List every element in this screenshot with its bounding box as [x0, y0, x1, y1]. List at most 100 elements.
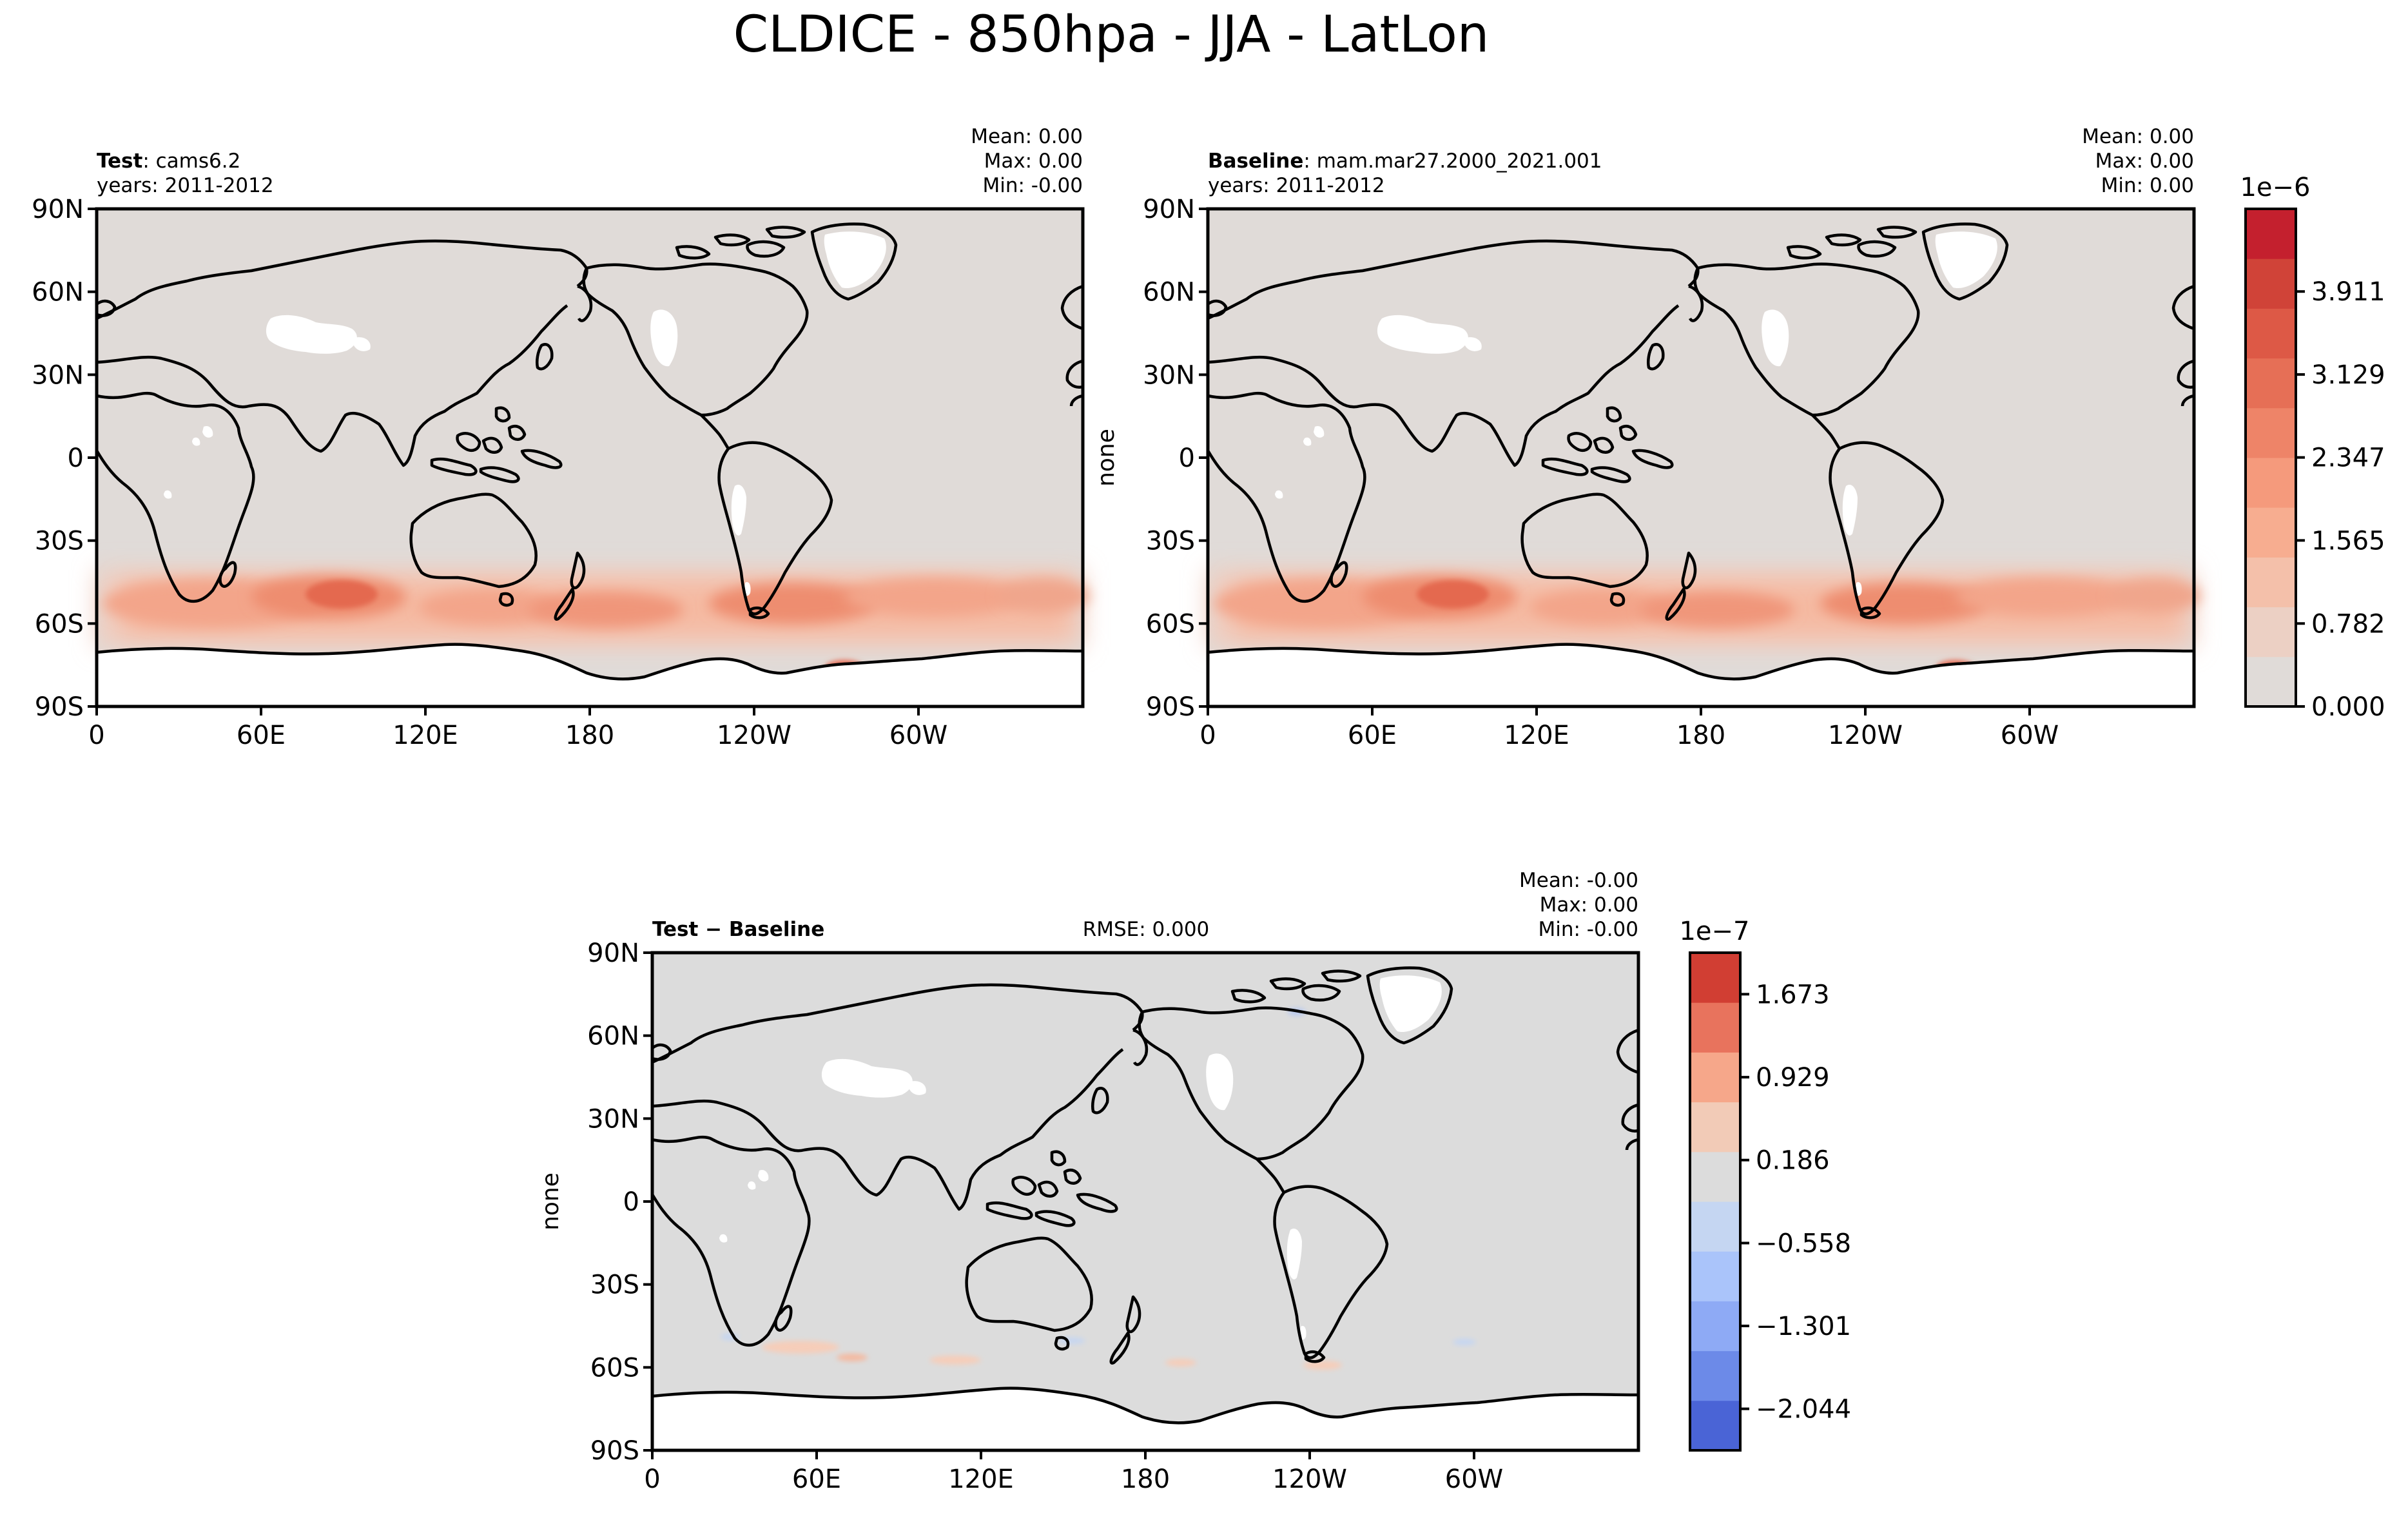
colorbar-segment — [1690, 1301, 1740, 1352]
colorbar-tick-label: 3.911 — [2311, 277, 2385, 307]
panel-test: Test: cams6.2 years: 2011-2012 Mean: 0.0… — [32, 125, 1089, 750]
panel-baseline: Baseline: mam.mar27.2000_2021.001 years:… — [1093, 125, 2200, 750]
baseline-mean: Mean: 0.00 — [2082, 125, 2194, 148]
diff-lon-ticks: 0 60E 120E 180 120W 60W — [644, 1450, 1503, 1494]
diff-rmse: RMSE: 0.000 — [1083, 918, 1210, 941]
lon-tick-label: 60W — [1445, 1464, 1503, 1494]
baseline-label: Baseline: mam.mar27.2000_2021.001 — [1208, 150, 1602, 173]
lat-tick-label: 60N — [1143, 278, 1195, 307]
colorbar-segment — [2246, 358, 2296, 409]
lon-tick-label: 120E — [948, 1464, 1014, 1494]
lat-tick-label: 30S — [35, 527, 84, 556]
lon-tick-label: 60E — [237, 721, 286, 750]
colorbar-tick-label: −0.558 — [1756, 1229, 1851, 1258]
baseline-ylabel: none — [1093, 429, 1120, 487]
lon-tick-label: 180 — [1121, 1464, 1170, 1494]
colorbar-tick-label: −2.044 — [1756, 1395, 1851, 1425]
diff-map — [650, 951, 1640, 1452]
lat-tick-label: 30S — [1146, 527, 1195, 556]
colorbar-segment — [2246, 656, 2296, 707]
test-lon-ticks: 0 60E 120E 180 120W 60W — [88, 706, 947, 750]
test-lat-ticks: 90N 60N 30N 0 30S 60S 90S — [32, 195, 97, 722]
test-mean: Mean: 0.00 — [971, 125, 1083, 148]
test-max: Max: 0.00 — [984, 150, 1083, 173]
colorbar-segment — [2246, 507, 2296, 558]
colorbar-tick-label: 1.565 — [2311, 526, 2385, 556]
diff-max: Max: 0.00 — [1540, 893, 1638, 917]
lat-tick-label: 60N — [32, 278, 84, 307]
colorbar-tick-label: 0.782 — [2311, 609, 2385, 639]
colorbar-segment — [1690, 953, 1740, 1003]
colorbar-segment — [1690, 1202, 1740, 1252]
baseline-map — [1206, 207, 2200, 708]
colorbar-segment — [1690, 1251, 1740, 1301]
diff-mean: Mean: -0.00 — [1519, 869, 1638, 892]
colorbar-segment — [2246, 607, 2296, 657]
lat-tick-label: 30N — [587, 1104, 639, 1134]
colorbar-tick-label: 0.186 — [1756, 1146, 1830, 1176]
lat-tick-label: 0 — [623, 1187, 639, 1217]
colorbar-segment — [2246, 458, 2296, 508]
lat-tick-label: 90N — [32, 195, 84, 224]
colorbar-segment — [1690, 1350, 1740, 1401]
colorbar-main-exponent: 1e−6 — [2240, 173, 2310, 202]
lat-tick-label: 90S — [1146, 692, 1195, 722]
test-label: Test: cams6.2 — [97, 150, 240, 173]
lon-tick-label: 120W — [1272, 1464, 1347, 1494]
lon-tick-label: 60E — [1348, 721, 1397, 750]
colorbar-segment — [2246, 258, 2296, 309]
lon-tick-label: 120E — [1504, 721, 1569, 750]
colorbar-main: 1e−6 3.911 3.129 2.347 1.565 0.782 0.000 — [2240, 173, 2385, 722]
lon-tick-label: 60W — [889, 721, 947, 750]
lon-tick-label: 60W — [2001, 721, 2059, 750]
baseline-lat-ticks: 90N 60N 30N 0 30S 60S 90S — [1143, 195, 1208, 722]
lon-tick-label: 0 — [1199, 721, 1216, 750]
diff-ylabel: none — [538, 1173, 564, 1231]
lon-tick-label: 120W — [1828, 721, 1903, 750]
lat-tick-label: 30S — [590, 1270, 639, 1300]
lat-tick-label: 30N — [1143, 360, 1195, 390]
lon-tick-label: 120W — [717, 721, 791, 750]
baseline-years: years: 2011-2012 — [1208, 174, 1385, 197]
lat-tick-label: 0 — [1179, 443, 1195, 473]
colorbar-segment — [1690, 1102, 1740, 1153]
lat-tick-label: 60S — [590, 1353, 639, 1383]
baseline-max: Max: 0.00 — [2095, 150, 2194, 173]
baseline-lon-ticks: 0 60E 120E 180 120W 60W — [1199, 706, 2059, 750]
colorbar-segment — [2246, 308, 2296, 359]
test-years: years: 2011-2012 — [97, 174, 274, 197]
colorbar-segment — [2246, 557, 2296, 608]
diff-lat-ticks: 90N 60N 30N 0 30S 60S 90S — [587, 939, 652, 1466]
colorbar-tick-label: 0.000 — [2311, 692, 2385, 722]
lon-tick-label: 180 — [565, 721, 614, 750]
colorbar-segment — [1690, 1002, 1740, 1053]
baseline-min: Min: 0.00 — [2101, 174, 2194, 197]
colorbar-segment — [1690, 1151, 1740, 1202]
colorbar-diff: 1e−7 1.673 0.929 0.186 −0.558 −1.301 −2.044 — [1679, 917, 1851, 1452]
lon-tick-label: 0 — [88, 721, 104, 750]
colorbar-segment — [1690, 1052, 1740, 1103]
lat-tick-label: 60N — [587, 1022, 639, 1051]
colorbar-diff-exponent: 1e−7 — [1679, 917, 1749, 946]
colorbar-tick-label: 1.673 — [1756, 980, 1830, 1009]
lon-tick-label: 0 — [644, 1464, 660, 1494]
colorbar-tick-label: 2.347 — [2311, 443, 2385, 473]
figure-title: CLDICE - 850hpa - JJA - LatLon — [733, 6, 1490, 64]
colorbar-segment — [2246, 209, 2296, 259]
colorbar-segment — [2246, 407, 2296, 458]
lat-tick-label: 0 — [68, 443, 84, 473]
lat-tick-label: 90N — [587, 939, 639, 968]
lat-tick-label: 60S — [35, 609, 84, 639]
diff-label: Test − Baseline — [652, 918, 824, 941]
lat-tick-label: 30N — [32, 360, 84, 390]
lat-tick-label: 90S — [590, 1436, 639, 1466]
test-min: Min: -0.00 — [982, 174, 1083, 197]
lat-tick-label: 60S — [1146, 609, 1195, 639]
lon-tick-label: 60E — [792, 1464, 841, 1494]
lon-tick-label: 120E — [393, 721, 458, 750]
panel-diff: Test − Baseline RMSE: 0.000 Mean: -0.00 … — [538, 869, 1640, 1494]
colorbar-tick-label: 0.929 — [1756, 1063, 1830, 1093]
colorbar-frame — [1689, 951, 1742, 1452]
test-map — [95, 207, 1089, 708]
